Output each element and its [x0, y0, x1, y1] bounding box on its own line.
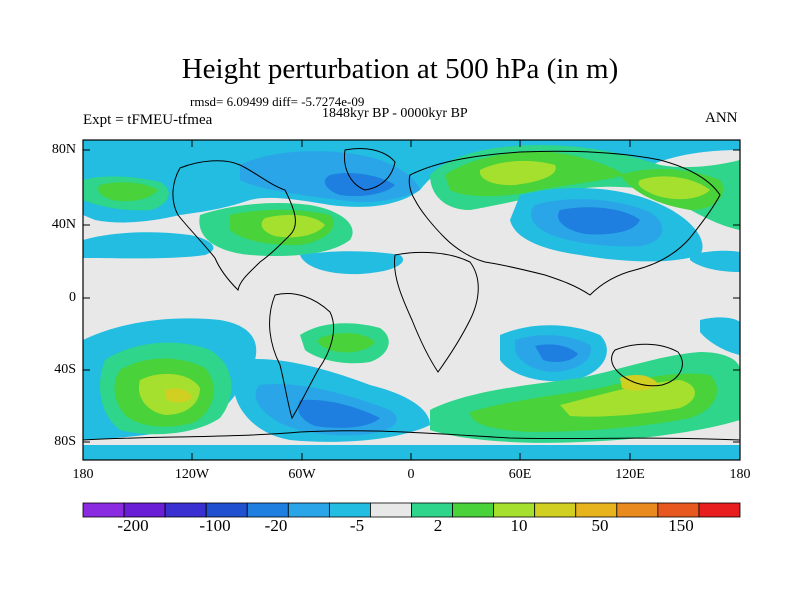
- colorbar-swatch: [287, 502, 330, 518]
- eurasia-coastline: [408, 150, 721, 296]
- east-asia-positive-core: [638, 176, 710, 200]
- colorbar-swatch: [205, 502, 248, 518]
- indian-ocean-negative-core: [535, 344, 578, 362]
- colorbar-swatch: [657, 502, 700, 518]
- lat-label-80n: 80N: [51, 142, 76, 157]
- lat-label-0: 0: [69, 290, 76, 305]
- lat-label-40s: 40S: [54, 362, 76, 377]
- north-america-coastline: [172, 160, 296, 292]
- arctic-negative-deep: [324, 173, 395, 197]
- pacific-negative-band: [83, 232, 214, 259]
- atlantic-negative-band: [300, 251, 404, 275]
- colorbar-label: -20: [264, 516, 288, 535]
- south-america-coastline: [269, 293, 335, 420]
- colorbar-swatch: [575, 502, 618, 518]
- greenland-coastline: [343, 148, 396, 191]
- colorbar-swatch: [493, 502, 536, 518]
- south-pacific-positive-peak: [165, 388, 192, 403]
- pacific-positive-core: [98, 182, 158, 202]
- period-line: 1848kyr BP - 0000kyr BP: [322, 106, 468, 121]
- colorbar-swatch: [698, 502, 741, 518]
- atlantic-positive-core: [261, 214, 325, 238]
- south-atlantic-negative-core: [298, 399, 380, 428]
- colorbar-swatch: [246, 502, 289, 518]
- australia-positive-peak: [620, 374, 658, 391]
- plot-title: Height perturbation at 500 hPa (in m): [181, 53, 619, 85]
- colorbar: [82, 502, 741, 518]
- africa-coastline: [393, 251, 479, 373]
- siberia-negative-core: [557, 207, 640, 235]
- east-pacific-negative-south: [700, 317, 740, 355]
- east-pacific-negative-band: [690, 250, 740, 272]
- australia-coastline: [611, 343, 683, 387]
- lon-label-180e: 180: [729, 467, 751, 482]
- lon-label-0: 0: [407, 467, 415, 482]
- colorbar-label: -100: [199, 516, 231, 535]
- experiment-label: Expt = tFMEU-tfmea: [83, 112, 213, 128]
- lon-label-120e: 120E: [615, 467, 645, 482]
- stats-line: rmsd= 6.09499 diff= -5.7274e-09: [190, 94, 365, 109]
- colorbar-label: 150: [668, 516, 694, 535]
- colorbar-label: 50: [591, 516, 609, 535]
- colorbar-swatch: [616, 502, 659, 518]
- antarctica-coastline: [83, 430, 740, 441]
- coastlines: [83, 148, 740, 441]
- lon-label-180w: 180: [72, 467, 94, 482]
- colorbar-label: 10: [510, 516, 528, 535]
- lat-label-40n: 40N: [51, 217, 76, 232]
- colorbar-swatch: [82, 502, 125, 518]
- southern-ocean-positive-core: [560, 380, 695, 417]
- colorbar-swatch: [370, 502, 412, 518]
- lon-label-60e: 60E: [508, 467, 532, 482]
- lon-label-120w: 120W: [174, 467, 210, 482]
- eurasia-positive-core: [479, 160, 556, 186]
- axis-ticks: [82, 140, 741, 460]
- colorbar-swatch: [328, 502, 371, 518]
- height-field: [83, 140, 740, 460]
- season-label: ANN: [705, 110, 738, 126]
- antarctic-negative-band: [83, 445, 740, 460]
- colorbar-swatch: [534, 502, 577, 518]
- colorbar-swatch: [123, 502, 166, 518]
- colorbar-swatch: [164, 502, 207, 518]
- lat-label-80s: 80S: [54, 434, 76, 449]
- colorbar-swatch: [452, 502, 495, 518]
- colorbar-label: -5: [349, 516, 365, 535]
- colorbar-swatch: [411, 502, 453, 518]
- lon-label-60w: 60W: [288, 467, 316, 482]
- colorbar-label: -200: [117, 516, 149, 535]
- colorbar-label: 2: [433, 516, 443, 535]
